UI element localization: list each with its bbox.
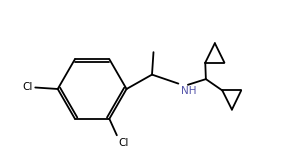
Text: Cl: Cl	[23, 83, 33, 92]
Text: NH: NH	[181, 86, 196, 96]
Text: Cl: Cl	[118, 138, 129, 148]
